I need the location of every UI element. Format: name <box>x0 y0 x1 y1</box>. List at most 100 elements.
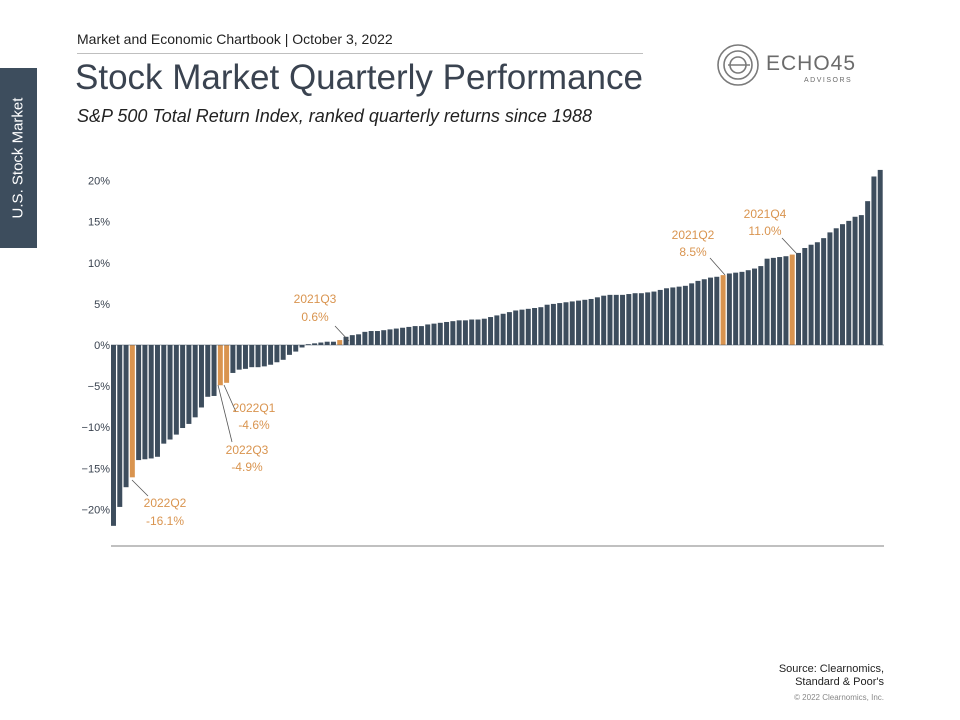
y-tick-label: −15% <box>82 463 111 475</box>
bar <box>544 304 550 345</box>
bar <box>569 301 575 345</box>
bar <box>783 256 789 345</box>
bar <box>412 326 418 345</box>
page-subtitle: S&P 500 Total Return Index, ranked quart… <box>77 106 592 126</box>
bar <box>701 279 707 345</box>
bar <box>638 293 644 345</box>
annotation-value-label: 0.6% <box>301 310 329 324</box>
bar <box>312 343 318 345</box>
bar <box>173 345 179 435</box>
quarterly-returns-chart: 20% 15% 10% 5% 0% −5% −10% −15% −20% 2022Q2 -16.1%… <box>82 169 884 547</box>
annotation-leader-line <box>217 384 233 443</box>
bar <box>802 248 808 345</box>
bar <box>682 285 688 345</box>
annotation-value-label: -4.6% <box>238 418 270 432</box>
bar <box>626 294 632 345</box>
bar <box>594 297 600 345</box>
bar <box>425 324 431 345</box>
page-title: Stock Market Quarterly Performance <box>75 58 643 97</box>
bar <box>180 345 186 429</box>
annotation-value-label: 8.5% <box>679 245 707 259</box>
bar <box>557 303 563 345</box>
bar <box>500 313 506 345</box>
bar <box>393 328 399 345</box>
bar <box>318 342 324 345</box>
bar <box>242 345 248 369</box>
bar <box>708 277 714 345</box>
chartbook-header: Market and Economic Chartbook | October … <box>77 31 393 47</box>
annotation-quarter-label: 2021Q2 <box>672 228 715 242</box>
y-tick-label: −10% <box>82 422 111 434</box>
y-tick-label: 10% <box>88 258 110 270</box>
annotation-quarter-label: 2022Q1 <box>233 401 276 415</box>
bar <box>620 294 626 345</box>
bar <box>745 270 751 345</box>
bar <box>230 345 236 373</box>
bar <box>293 345 299 352</box>
bar <box>406 326 412 345</box>
y-tick-label: 20% <box>88 176 110 188</box>
bar <box>280 345 286 360</box>
bar <box>286 345 292 355</box>
bar <box>192 345 198 418</box>
bar <box>670 287 676 345</box>
bar <box>525 308 531 345</box>
source-note: Source: Clearnomics, Standard & Poor's <box>779 663 884 689</box>
logo-subtitle: ADVISORS <box>804 77 853 84</box>
echo45-logo: ECHO45 ADVISORS <box>716 42 866 88</box>
annotation-leader-line <box>223 384 237 413</box>
bar <box>299 345 305 348</box>
bar <box>255 345 261 368</box>
bar <box>532 308 538 345</box>
bar <box>814 242 820 345</box>
bar <box>689 283 695 345</box>
bar <box>450 321 456 345</box>
bar <box>613 294 619 345</box>
echo45-logo-icon <box>717 44 759 86</box>
bar <box>418 326 424 345</box>
bar <box>827 232 833 345</box>
bar <box>462 320 468 345</box>
bar <box>808 244 814 345</box>
bar <box>733 272 739 345</box>
bar <box>154 345 160 457</box>
bar <box>387 329 393 345</box>
bar <box>161 345 167 444</box>
bar <box>550 303 556 345</box>
bar <box>764 258 770 345</box>
bar <box>657 289 663 345</box>
annotation-leader-line <box>709 257 726 276</box>
bar <box>456 320 462 345</box>
bar <box>833 228 839 345</box>
bar <box>343 336 349 345</box>
bar <box>136 345 142 461</box>
bar <box>576 300 582 345</box>
annotation-quarter-label: 2021Q3 <box>294 292 337 306</box>
bar <box>268 345 274 365</box>
bar <box>777 257 783 345</box>
bar <box>770 257 776 345</box>
bar <box>858 215 864 345</box>
bar <box>846 220 852 345</box>
bar <box>752 268 757 345</box>
highlight-bar <box>224 345 230 383</box>
highlight-bar <box>217 345 223 386</box>
bar <box>431 323 437 345</box>
bar <box>481 318 487 345</box>
bar <box>601 295 607 345</box>
bar <box>142 345 148 460</box>
bar <box>305 344 311 345</box>
bar <box>236 345 242 370</box>
bar <box>513 310 519 345</box>
bar <box>362 331 368 345</box>
bar <box>400 327 406 345</box>
highlight-bar <box>129 345 135 478</box>
highlight-bar <box>789 254 795 345</box>
annotation-leader-line <box>781 237 798 255</box>
y-tick-label: −5% <box>88 381 111 393</box>
bar <box>877 169 883 345</box>
bar <box>871 176 877 345</box>
bar <box>865 201 871 345</box>
bar <box>506 312 512 345</box>
annotation-value-label: 11.0% <box>748 224 781 238</box>
